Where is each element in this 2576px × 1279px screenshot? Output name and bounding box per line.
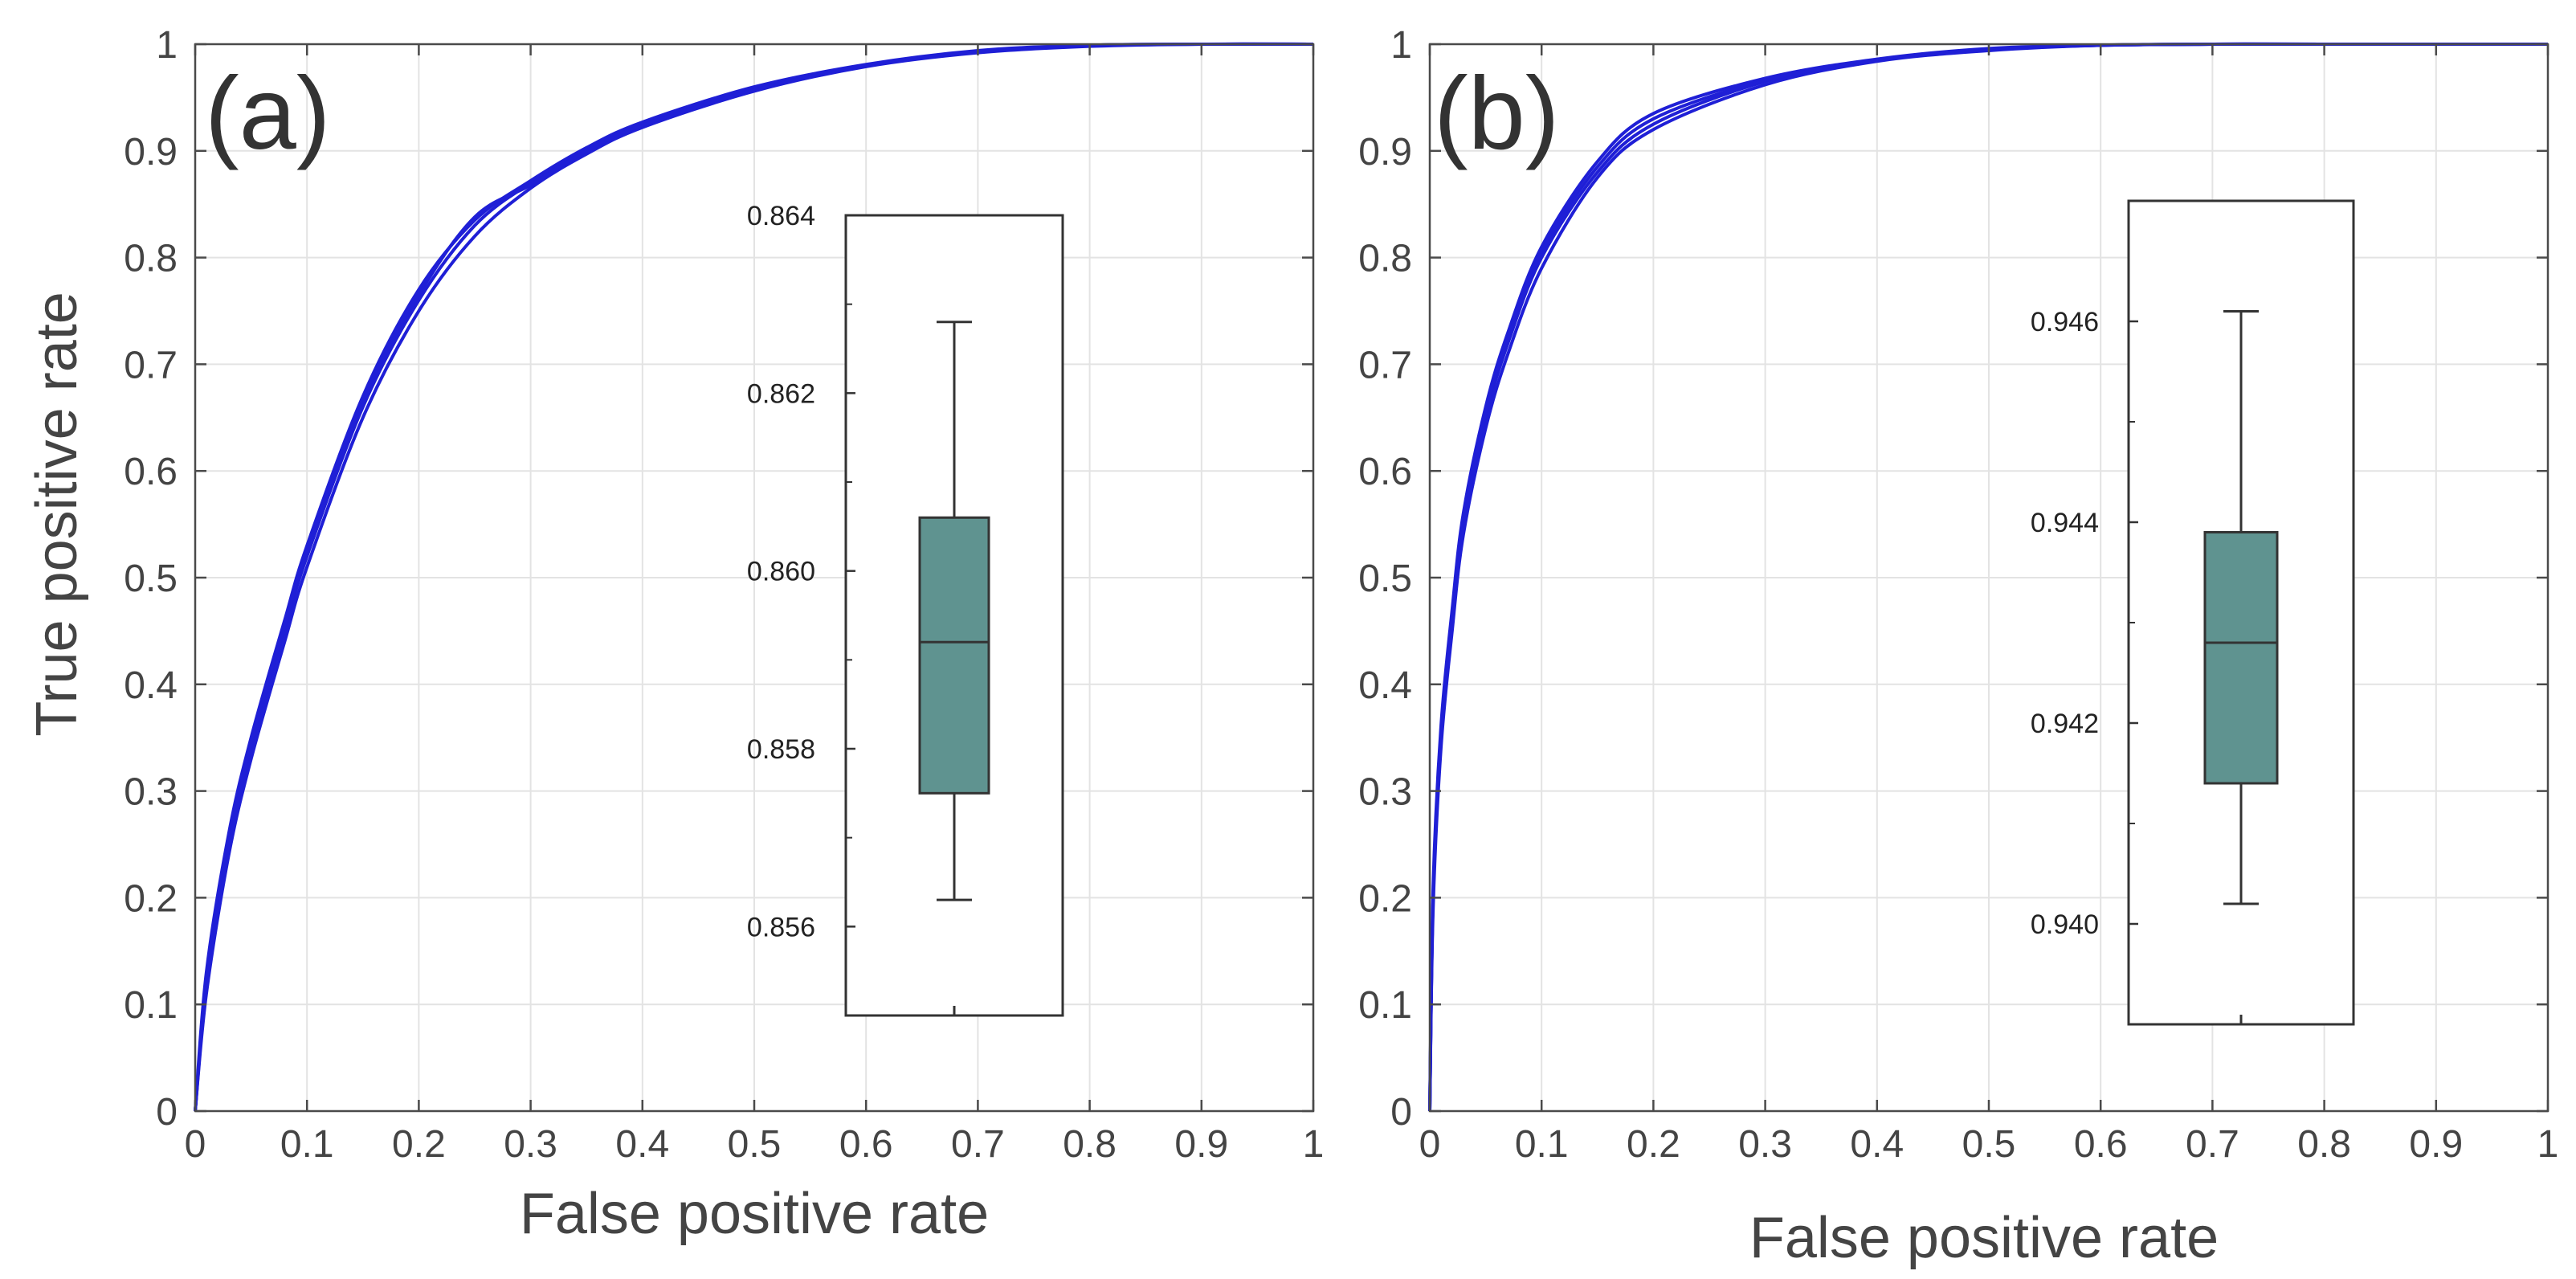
x-tick-label: 0.3 [1738, 1123, 1792, 1166]
panel-b: 0 0.1 0.2 0.3 0.4 0.5 0.6 0.7 0.8 0.9 1 0 0.1 0.2 0.3… [1358, 24, 2558, 1270]
panel-b-inset-boxplot: 0.940 0.942 0.944 0.946 [2031, 199, 2355, 1026]
panel-a-inset-ticks [846, 214, 855, 928]
y-tick-label: 0.5 [124, 558, 178, 600]
x-tick-label: 0 [1419, 1123, 1441, 1166]
panel-a-tick-marks [194, 43, 1315, 1113]
y-tick-label: 0.1 [1358, 984, 1412, 1027]
x-tick-label: 0.8 [1063, 1123, 1117, 1166]
inset-y-tick-label: 0.858 [747, 734, 815, 765]
x-tick-label: 0.5 [1962, 1123, 2016, 1166]
panel-b-iqr-box [2203, 531, 2279, 785]
roc-curve [194, 42, 1314, 1112]
x-tick-label: 1 [2537, 1123, 2559, 1166]
panel-b-tick-marks [1428, 43, 2549, 1113]
x-tick-label: 0.4 [1850, 1123, 1904, 1166]
y-tick-label: 0.4 [124, 664, 178, 707]
panel-b-x-axis-label: False positive rate [1749, 1206, 2219, 1270]
y-tick-label: 0.8 [124, 238, 178, 280]
y-tick-label: 1 [156, 24, 178, 67]
inset-y-tick-label: 0.944 [2031, 508, 2099, 538]
x-tick-label: 0.2 [1627, 1123, 1680, 1166]
y-tick-label: 0.7 [124, 344, 178, 386]
x-tick-label: 1 [1303, 1123, 1325, 1166]
y-tick-label: 1 [1390, 24, 1412, 67]
y-tick-label: 0.4 [1358, 664, 1412, 707]
x-tick-label: 0.5 [728, 1123, 782, 1166]
y-tick-label: 0.2 [124, 877, 178, 920]
inset-y-tick-label: 0.942 [2031, 709, 2099, 739]
panel-a-y-axis-label: True positive rate [25, 292, 89, 737]
x-tick-label: 0.1 [1515, 1123, 1569, 1166]
panel-a-iqr-box [918, 516, 990, 795]
x-tick-label: 0.6 [2074, 1123, 2128, 1166]
x-tick-label: 0.8 [2297, 1123, 2351, 1166]
x-tick-label: 0.6 [839, 1123, 893, 1166]
y-tick-label: 0.3 [1358, 771, 1412, 814]
panel-a-inset-tick-labels: 0.856 0.858 0.860 0.862 0.864 [747, 201, 815, 942]
x-tick-label: 0.9 [2409, 1123, 2463, 1166]
inset-y-tick-label: 0.940 [2031, 909, 2099, 940]
y-tick-label: 0.2 [1358, 877, 1412, 920]
inset-y-tick-label: 0.864 [747, 201, 815, 231]
panel-a-label: (a) [205, 56, 330, 171]
panel-a-inset-boxplot: 0.856 0.858 0.860 0.862 0.864 [747, 201, 1064, 1017]
panel-b-y-tick-labels: 0 0.1 0.2 0.3 0.4 0.5 0.6 0.7 0.8 0.9 1 [1358, 24, 1412, 1134]
y-tick-label: 0.1 [124, 984, 178, 1027]
y-tick-label: 0 [1390, 1091, 1412, 1134]
y-tick-label: 0.9 [1358, 131, 1412, 174]
x-tick-label: 0.2 [392, 1123, 446, 1166]
x-tick-label: 0.1 [280, 1123, 334, 1166]
y-tick-label: 0.5 [1358, 558, 1412, 600]
x-tick-label: 0.7 [951, 1123, 1005, 1166]
inset-y-tick-label: 0.856 [747, 912, 815, 942]
panel-b-inset-tick-labels: 0.940 0.942 0.944 0.946 [2031, 307, 2099, 940]
inset-y-tick-label: 0.860 [747, 557, 815, 587]
x-tick-label: 0.4 [615, 1123, 669, 1166]
panel-a: 0 0.1 0.2 0.3 0.4 0.5 0.6 0.7 0.8 0.9 1 0 0.1 0.2 0.3… [25, 24, 1324, 1246]
panel-b-inset-ticks [2129, 320, 2138, 926]
panel-a-x-axis-label: False positive rate [520, 1182, 989, 1246]
y-tick-label: 0 [156, 1091, 178, 1134]
panel-a-roc-curves [194, 42, 1314, 1112]
y-tick-label: 0.6 [124, 451, 178, 493]
y-tick-label: 0.3 [124, 771, 178, 814]
panel-a-x-tick-labels: 0 0.1 0.2 0.3 0.4 0.5 0.6 0.7 0.8 0.9 1 [185, 1123, 1325, 1166]
panel-b-x-tick-labels: 0 0.1 0.2 0.3 0.4 0.5 0.6 0.7 0.8 0.9 1 [1419, 1123, 2559, 1166]
y-tick-label: 0.9 [124, 131, 178, 174]
panel-a-y-tick-labels: 0 0.1 0.2 0.3 0.4 0.5 0.6 0.7 0.8 0.9 1 [124, 24, 178, 1134]
panel-b-label: (b) [1434, 56, 1559, 171]
panel-a-grid [195, 44, 1313, 1111]
x-tick-label: 0.9 [1174, 1123, 1228, 1166]
x-tick-label: 0 [185, 1123, 206, 1166]
x-tick-label: 0.3 [504, 1123, 557, 1166]
y-tick-label: 0.7 [1358, 344, 1412, 386]
inset-y-tick-label: 0.862 [747, 378, 815, 409]
inset-y-tick-label: 0.946 [2031, 307, 2099, 337]
y-tick-label: 0.8 [1358, 238, 1412, 280]
y-tick-label: 0.6 [1358, 451, 1412, 493]
x-tick-label: 0.7 [2186, 1123, 2239, 1166]
